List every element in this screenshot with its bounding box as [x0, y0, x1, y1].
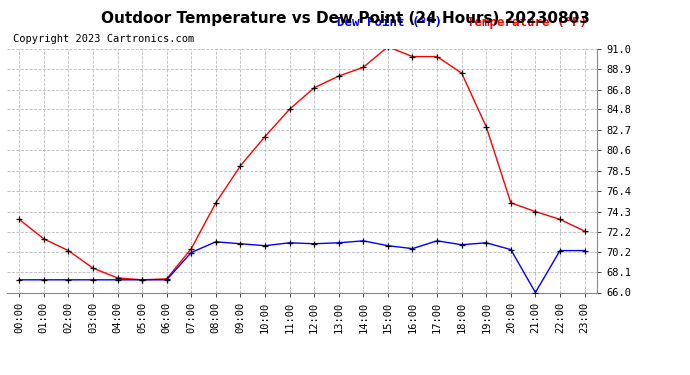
Text: Copyright 2023 Cartronics.com: Copyright 2023 Cartronics.com — [13, 34, 194, 44]
Text: Outdoor Temperature vs Dew Point (24 Hours) 20230803: Outdoor Temperature vs Dew Point (24 Hou… — [101, 11, 589, 26]
Text: Dew Point (°F): Dew Point (°F) — [337, 16, 442, 29]
Text: Temperature (°F): Temperature (°F) — [467, 16, 587, 29]
